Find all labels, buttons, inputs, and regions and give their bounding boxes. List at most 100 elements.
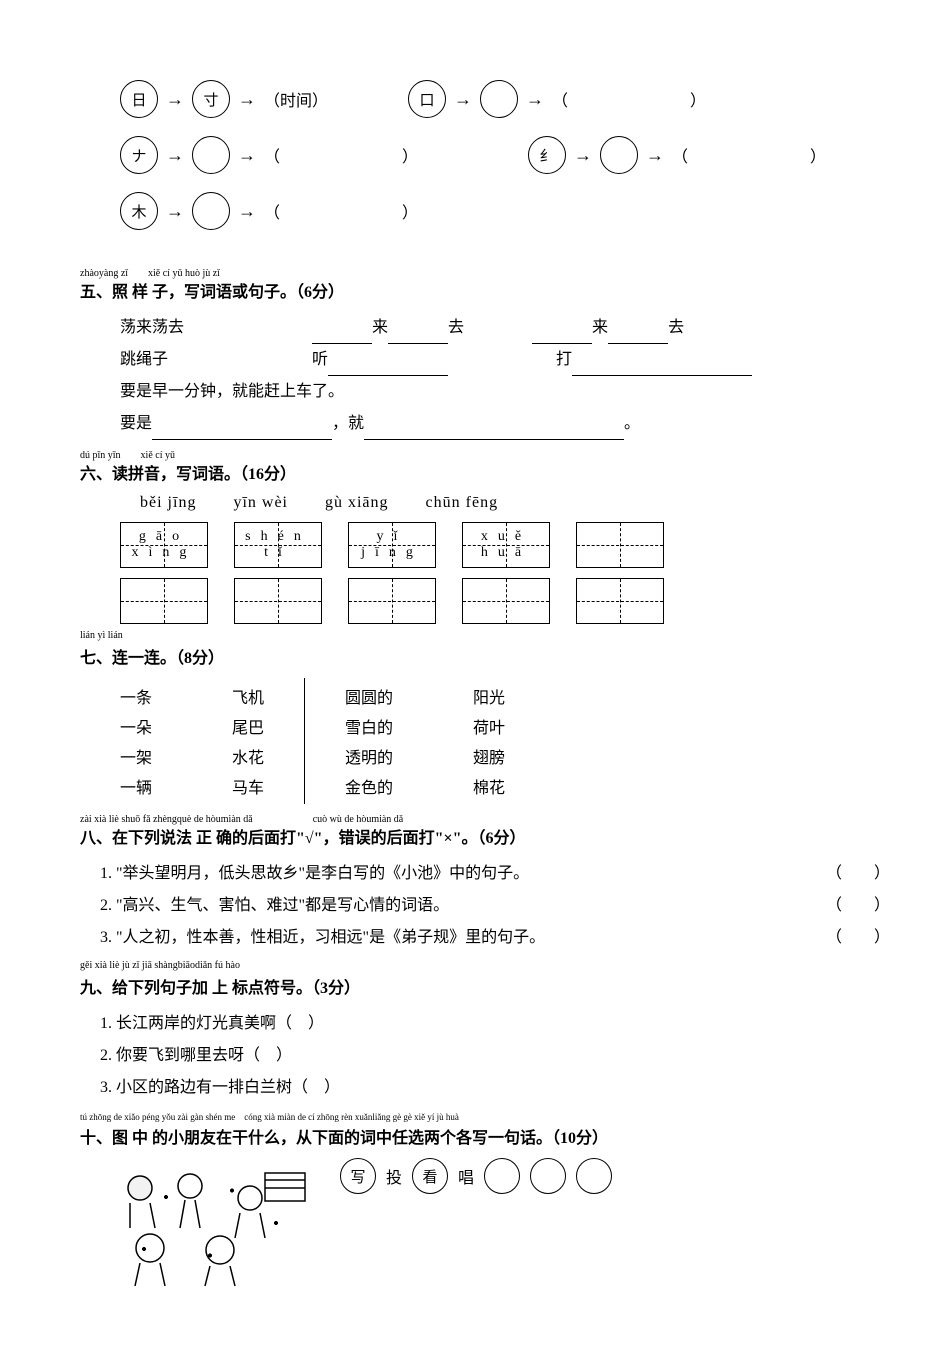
word-circle[interactable] — [484, 1158, 520, 1194]
match-item[interactable]: 金色的 — [345, 774, 393, 798]
word-circle[interactable]: 看 — [412, 1158, 448, 1194]
match-item[interactable]: 荷叶 — [473, 714, 505, 738]
tf-paren[interactable]: （ ） — [826, 858, 890, 890]
match-item[interactable]: 一架 — [120, 744, 152, 768]
tianzige-box[interactable]: gāo xìng — [120, 522, 208, 568]
fill-blank[interactable] — [312, 325, 372, 344]
match-item[interactable]: 尾巴 — [232, 714, 264, 738]
word-circle[interactable] — [530, 1158, 566, 1194]
char-circle: 口 — [408, 80, 446, 118]
word-circle[interactable] — [576, 1158, 612, 1194]
char-circle: 木 — [120, 192, 158, 230]
match-item[interactable]: 一辆 — [120, 774, 152, 798]
section-number: 六、 — [80, 466, 112, 483]
tianzige-box[interactable] — [576, 578, 664, 624]
char-circle[interactable] — [192, 192, 230, 230]
section-number: 五、 — [80, 284, 112, 301]
combo-row: 纟 → → （ ） — [528, 136, 856, 174]
match-item[interactable]: 一朵 — [120, 714, 152, 738]
combo-row: ナ → → （ ） — [120, 136, 448, 174]
arrow-right-icon: → — [646, 145, 664, 166]
static-text: 要是 — [120, 415, 152, 432]
pinyin-overlay: gāo xìng — [117, 529, 211, 561]
section-title: 给下列句子加 上 标点符号。（3分） — [112, 980, 360, 997]
char-circle[interactable] — [480, 80, 518, 118]
tianzige-box[interactable] — [234, 578, 322, 624]
pinyin-word: chūn fēng — [426, 494, 499, 512]
match-group-right: 圆圆的 雪白的 透明的 金色的 阳光 荷叶 翅膀 棉花 — [345, 678, 505, 804]
fill-blank[interactable] — [364, 421, 624, 440]
section-10: tú zhōng de xiǎo péng yǒu zài gàn shén m… — [80, 1124, 890, 1288]
arrow-right-icon: → — [454, 89, 472, 110]
tianzige-box[interactable] — [120, 578, 208, 624]
match-item[interactable]: 马车 — [232, 774, 264, 798]
tianzige-box[interactable] — [576, 522, 664, 568]
section-title: 读拼音，写词语。（16分） — [112, 466, 296, 483]
section-pinyin: zhàoyàng zǐ xiě cí yǔ huò jù zǐ — [80, 264, 220, 279]
word-circle[interactable]: 写 — [340, 1158, 376, 1194]
char-circle[interactable] — [600, 136, 638, 174]
static-text: 听 — [312, 351, 328, 368]
char-circle: 寸 — [192, 80, 230, 118]
fill-blank[interactable] — [328, 357, 448, 376]
match-item[interactable]: 水花 — [232, 744, 264, 768]
section-title: 在下列说法 正 确的后面打"√"，错误的后面打"×"。（6分） — [112, 830, 525, 847]
tf-paren[interactable]: （ ） — [826, 922, 890, 954]
match-item[interactable]: 阳光 — [473, 684, 505, 708]
result-paren[interactable]: （ ） — [672, 143, 856, 167]
tianzige-box[interactable]: xuě huā — [462, 522, 550, 568]
result-paren: （时间） — [264, 87, 328, 111]
punct-sentence[interactable]: 3. 小区的路边有一排白兰树（ ） — [100, 1072, 890, 1104]
pinyin-prompt-row: běi jīng yīn wèi gù xiāng chūn fēng — [140, 494, 890, 512]
section-pinyin: lián yì lián — [80, 630, 123, 641]
fill-blank[interactable] — [608, 325, 668, 344]
tf-paren[interactable]: （ ） — [826, 890, 890, 922]
example-text: 荡来荡去 — [120, 319, 184, 336]
punct-sentence[interactable]: 1. 长江两岸的灯光真美啊（ ） — [100, 1008, 890, 1040]
result-paren[interactable]: （ ） — [264, 143, 448, 167]
tf-statement: 3. "人之初，性本善，性相近，习相远"是《弟子规》里的句子。 — [100, 929, 545, 946]
match-item[interactable]: 棉花 — [473, 774, 505, 798]
tianzige-box[interactable] — [462, 578, 550, 624]
match-item[interactable]: 透明的 — [345, 744, 393, 768]
match-col: 圆圆的 雪白的 透明的 金色的 — [345, 678, 393, 804]
static-text: 来 — [592, 319, 608, 336]
pinyin-overlay: yǐ jīng — [345, 529, 439, 561]
section-pinyin: dú pīn yīn xiě cí yǔ — [80, 446, 175, 461]
arrow-right-icon: → — [166, 89, 184, 110]
pinyin-word: yīn wèi — [233, 494, 288, 512]
arrow-right-icon: → — [238, 145, 256, 166]
match-item[interactable]: 圆圆的 — [345, 684, 393, 708]
section-5: zhàoyàng zǐ xiě cí yǔ huò jù zǐ 五、照 样 子，… — [80, 278, 890, 440]
tianzige-box[interactable]: yǐ jīng — [348, 522, 436, 568]
arrow-right-icon: → — [238, 201, 256, 222]
fill-blank[interactable] — [532, 325, 592, 344]
tf-statement: 2. "高兴、生气、害怕、难过"都是写心情的词语。 — [100, 897, 449, 914]
section-pinyin: zài xià liè shuō fǎ zhèngquè de hòumiàn … — [80, 810, 403, 825]
example-sentence: 要是早一分钟，就能赶上车了。 — [120, 376, 890, 408]
char-circle[interactable] — [192, 136, 230, 174]
match-item[interactable]: 飞机 — [232, 684, 264, 708]
section-title: 图 中 的小朋友在干什么，从下面的词中任选两个各写一句话。（10分） — [112, 1130, 608, 1147]
combo-row: 口 → → （ ） — [408, 80, 736, 118]
match-item[interactable]: 雪白的 — [345, 714, 393, 738]
result-paren[interactable]: （ ） — [264, 199, 448, 223]
answer-box-row — [120, 578, 890, 624]
static-text: 唱 — [458, 1164, 474, 1188]
match-item[interactable]: 翅膀 — [473, 744, 505, 768]
fill-blank[interactable] — [572, 357, 752, 376]
section-title: 连一连。（8分） — [112, 650, 224, 667]
static-text: 打 — [556, 351, 572, 368]
char-circle: 纟 — [528, 136, 566, 174]
result-paren[interactable]: （ ） — [552, 87, 736, 111]
tianzige-box[interactable] — [348, 578, 436, 624]
tianzige-box[interactable]: shén tǐ — [234, 522, 322, 568]
static-text: 去 — [668, 319, 684, 336]
fill-blank[interactable] — [152, 421, 332, 440]
match-item[interactable]: 一条 — [120, 684, 152, 708]
divider — [304, 678, 305, 804]
arrow-right-icon: → — [526, 89, 544, 110]
match-col: 阳光 荷叶 翅膀 棉花 — [473, 678, 505, 804]
punct-sentence[interactable]: 2. 你要飞到哪里去呀（ ） — [100, 1040, 890, 1072]
fill-blank[interactable] — [388, 325, 448, 344]
